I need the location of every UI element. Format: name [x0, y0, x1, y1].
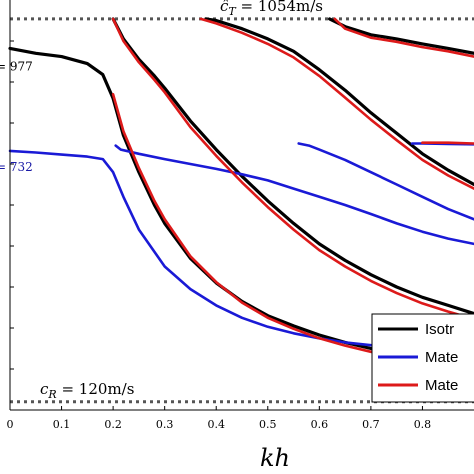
- series-line: [114, 144, 474, 246]
- series-line: [111, 17, 474, 316]
- reference-line-label: cR = 120m/s: [40, 380, 134, 401]
- series-line: [421, 141, 474, 145]
- x-tick-label: 0.4: [207, 418, 225, 431]
- legend-label: Isotr: [425, 321, 454, 338]
- side-value-label: = 732: [0, 160, 33, 174]
- series-line: [199, 17, 474, 190]
- series-line: [111, 17, 474, 321]
- x-tick-label: 0.7: [362, 418, 380, 431]
- x-tick-label: 0.5: [259, 418, 277, 431]
- reference-labels: ĉT = 1054m/s cR = 120m/s: [40, 0, 323, 401]
- x-tick-label: 0.2: [104, 418, 122, 431]
- legend-label: Mate: [425, 377, 458, 394]
- series-line: [204, 17, 474, 187]
- x-tick-label: 0.8: [414, 418, 432, 431]
- side-value-label: = 977: [0, 59, 33, 73]
- x-tick-label: 0.1: [53, 418, 71, 431]
- x-axis-label: kh: [260, 444, 290, 472]
- side-labels: = 977 = 732: [0, 59, 33, 173]
- series-line: [333, 17, 474, 58]
- x-tick-label: 0.3: [156, 418, 174, 431]
- legend: Isotr Mate Mate: [371, 313, 474, 403]
- legend-label: Mate: [425, 349, 458, 366]
- x-tick-label: 0.6: [311, 418, 329, 431]
- series-line: [297, 142, 474, 221]
- x-tick-label: 0: [7, 418, 14, 431]
- plot-lines: [8, 17, 474, 369]
- x-ticks: 0 0.1 0.2 0.3 0.4 0.5 0.6 0.7 0.8: [7, 40, 432, 431]
- reference-line-label: ĉT = 1054m/s: [220, 0, 323, 18]
- series-line: [328, 17, 474, 55]
